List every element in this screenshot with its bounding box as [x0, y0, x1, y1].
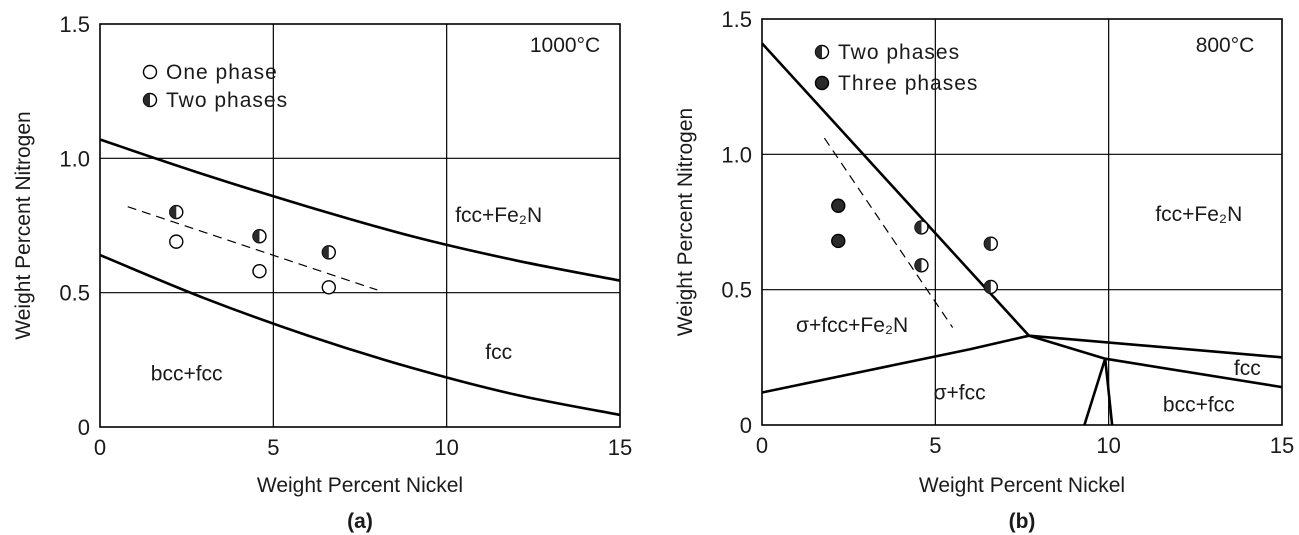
region-label: σ+fcc+Fe₂N: [796, 314, 908, 337]
region-label: bcc+fcc: [151, 362, 223, 385]
data-point-half: [983, 236, 998, 251]
data-point-filled: [831, 233, 846, 249]
y-tick-label: 1.5: [59, 12, 90, 37]
chart-panel-a: 0 5 10 15 0 0.5 1.0 1.5 Weight Percent Nickel Wei…: [12, 12, 632, 533]
phase-boundary-line: [1083, 358, 1114, 426]
marker-half-fill: [984, 237, 991, 251]
marker-half-fill: [322, 245, 329, 259]
data-point-filled: [831, 198, 846, 213]
data-point-half: [914, 220, 929, 235]
marker-half-fill: [815, 45, 822, 59]
panel-tag: (a): [347, 510, 373, 533]
chart-panel-b: 0 5 10 15 0 0.5 1.0 1.5 Weight Percent Nickel Wei…: [674, 7, 1294, 533]
temperature-label: 1000°C: [530, 34, 600, 57]
phase-boundary-line: [99, 253, 621, 417]
legend-marker-filled: [814, 75, 830, 91]
data-point-half: [169, 204, 184, 220]
y-tick-label: 0: [740, 413, 752, 438]
x-tick-label: 5: [267, 435, 279, 460]
phase-boundary-line: [99, 138, 621, 282]
marker-circle: [831, 233, 846, 249]
x-axis-label: Weight Percent Nickel: [919, 474, 1125, 497]
marker-half-fill: [252, 229, 260, 243]
region-label: fcc: [485, 341, 512, 364]
marker-circle: [142, 64, 158, 80]
y-tick-label: 0.5: [59, 281, 90, 306]
y-tick-label: 0.5: [721, 278, 752, 303]
x-tick-label: 15: [608, 435, 632, 460]
data-point-half: [914, 258, 929, 273]
marker-circle: [169, 234, 184, 249]
region-label: fcc+Fe₂N: [1155, 203, 1242, 226]
plot-frame: [99, 23, 621, 428]
y-tick-label: 1.5: [721, 7, 752, 32]
x-tick-label: 5: [929, 433, 941, 458]
dashed-guide-line: [127, 206, 378, 291]
data-point-half: [321, 245, 336, 260]
data-point-open: [169, 234, 184, 249]
legend-marker-half: [814, 44, 830, 60]
y-tick-label: 0: [78, 415, 90, 440]
legend-label: Two phases: [838, 41, 960, 64]
legend-marker-half: [142, 92, 158, 108]
y-axis-label: Weight Percent Nitrogen: [12, 111, 35, 339]
x-tick-label: 0: [94, 435, 106, 460]
legend-label: Two phases: [166, 89, 288, 112]
x-tick-label: 10: [1096, 433, 1120, 458]
panel-tag: (b): [1009, 510, 1036, 533]
marker-circle: [831, 198, 846, 213]
data-point-open: [321, 280, 336, 295]
region-label: σ+fcc: [934, 382, 986, 405]
region-label: fcc+Fe₂N: [455, 204, 542, 227]
phase-boundary-line: [761, 334, 1030, 394]
y-tick-label: 1.0: [59, 146, 90, 171]
y-axis-label: Weight Percent Nitrogen: [674, 108, 697, 336]
legend-label: Three phases: [838, 72, 978, 95]
data-point-open: [252, 263, 267, 279]
dashed-guide-line: [823, 137, 954, 328]
temperature-label: 800°C: [1196, 34, 1255, 57]
region-label: bcc+fcc: [1163, 394, 1235, 417]
plot-frame: [761, 18, 1283, 426]
data-point-half: [252, 229, 267, 244]
marker-half-fill: [169, 205, 177, 219]
legend-label: One phase: [166, 61, 278, 84]
marker-half-fill: [984, 280, 991, 294]
marker-half-fill: [914, 258, 922, 272]
y-tick-label: 1.0: [721, 142, 752, 167]
marker-half-fill: [914, 220, 922, 234]
legend-marker-open: [142, 64, 158, 80]
marker-half-fill: [143, 93, 150, 107]
region-label: fcc: [1234, 357, 1261, 380]
marker-circle: [321, 280, 336, 295]
marker-circle: [252, 263, 267, 279]
data-point-half: [983, 279, 998, 295]
x-tick-label: 0: [756, 433, 768, 458]
x-axis-label: Weight Percent Nickel: [257, 474, 463, 497]
x-tick-label: 15: [1270, 433, 1294, 458]
phase-boundary-line: [1028, 334, 1283, 359]
x-tick-label: 10: [434, 435, 458, 460]
marker-circle: [814, 75, 830, 91]
